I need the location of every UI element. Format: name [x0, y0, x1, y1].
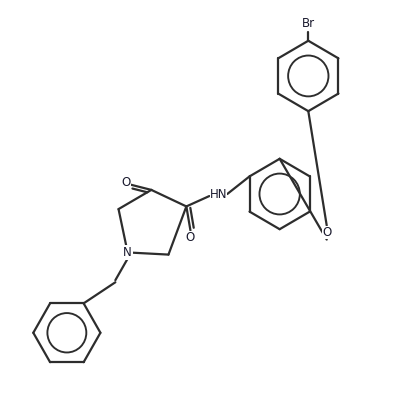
Text: Br: Br — [302, 18, 315, 30]
Text: O: O — [186, 231, 195, 244]
Text: O: O — [322, 226, 331, 239]
Text: N: N — [123, 246, 132, 259]
Text: HN: HN — [210, 188, 227, 201]
Text: O: O — [122, 176, 131, 189]
